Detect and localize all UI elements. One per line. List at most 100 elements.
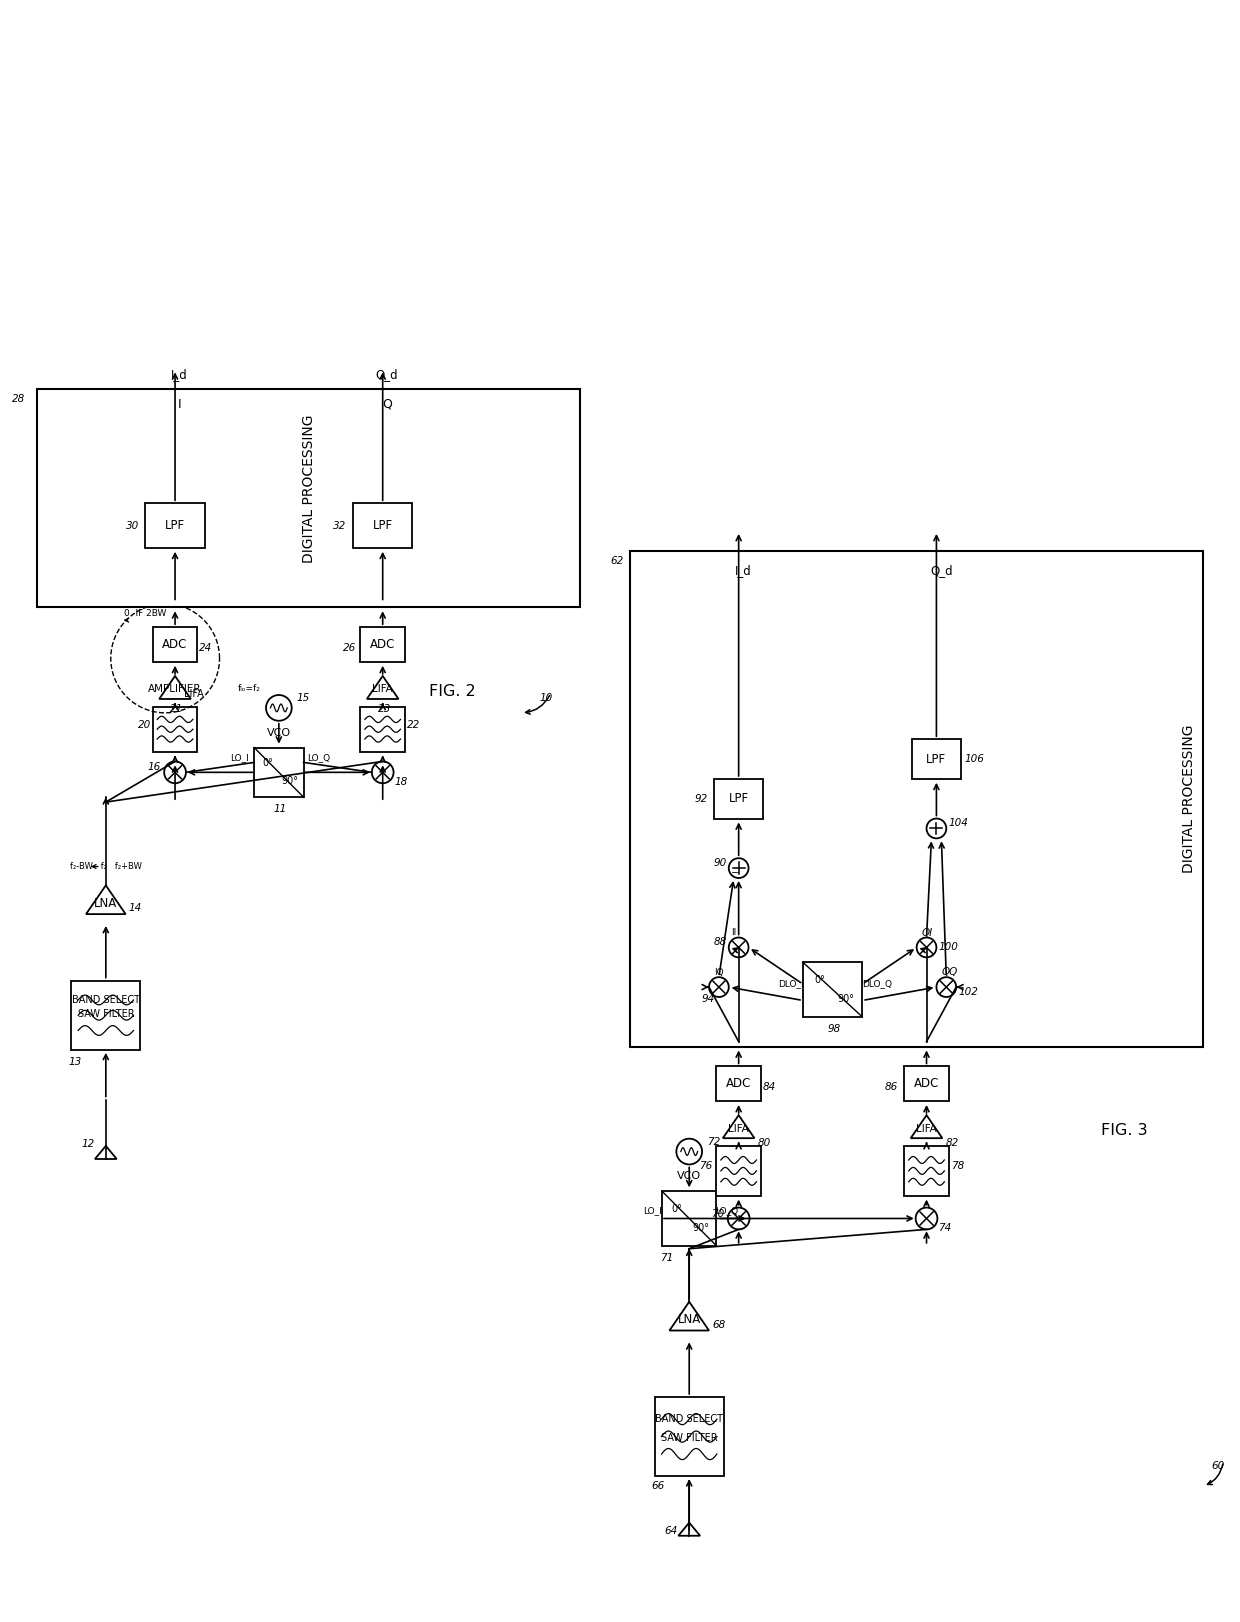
Text: LPF: LPF [729, 792, 749, 805]
Text: 28: 28 [12, 394, 25, 404]
Text: FIG. 3: FIG. 3 [1101, 1124, 1147, 1139]
Text: BAND SELECT: BAND SELECT [655, 1414, 723, 1424]
Text: QI: QI [921, 928, 932, 938]
Text: 14: 14 [129, 903, 141, 913]
Text: 74: 74 [939, 1223, 951, 1233]
Text: 62: 62 [610, 556, 624, 566]
Text: Q⁤: Q⁤ [383, 397, 393, 410]
Text: 90°: 90° [281, 777, 299, 787]
Text: 104: 104 [949, 819, 968, 829]
Polygon shape [367, 676, 398, 699]
Text: 80: 80 [758, 1139, 771, 1148]
Text: DIGITAL PROCESSING: DIGITAL PROCESSING [301, 414, 315, 563]
Text: 90: 90 [714, 858, 727, 868]
Text: LNA: LNA [677, 1314, 701, 1327]
Text: 15: 15 [296, 693, 310, 702]
Text: 76: 76 [698, 1161, 712, 1171]
Text: 12: 12 [81, 1139, 94, 1148]
Circle shape [926, 819, 946, 839]
Text: AMPLIFIER: AMPLIFIER [149, 684, 202, 694]
Text: 71: 71 [660, 1252, 673, 1262]
Circle shape [267, 694, 291, 720]
Text: 60: 60 [1211, 1461, 1225, 1471]
Circle shape [729, 938, 749, 957]
Text: ADC: ADC [162, 637, 187, 650]
Polygon shape [670, 1302, 709, 1330]
Polygon shape [95, 1145, 117, 1160]
Text: I_d: I_d [171, 368, 187, 381]
Circle shape [936, 976, 956, 998]
FancyBboxPatch shape [37, 389, 580, 607]
Text: 0°: 0° [815, 975, 825, 985]
Text: fₗₒ=f₂: fₗₒ=f₂ [238, 683, 260, 693]
Text: 0  IF 2BW: 0 IF 2BW [124, 610, 166, 618]
Text: f₂-BW   f₂   f₂+BW: f₂-BW f₂ f₂+BW [69, 861, 141, 871]
Text: Q_d: Q_d [376, 368, 398, 381]
FancyBboxPatch shape [717, 1147, 761, 1195]
Text: LO_I: LO_I [229, 753, 249, 762]
Text: 11: 11 [274, 805, 288, 814]
Text: LPF: LPF [373, 519, 393, 532]
FancyBboxPatch shape [361, 628, 405, 662]
Text: LIFA: LIFA [728, 1124, 749, 1134]
Text: DIGITAL PROCESSING: DIGITAL PROCESSING [1182, 725, 1195, 873]
Text: 23: 23 [378, 704, 391, 714]
Text: 24: 24 [200, 642, 212, 654]
Text: 18: 18 [394, 777, 408, 787]
Text: 70: 70 [711, 1208, 724, 1218]
FancyBboxPatch shape [153, 707, 197, 751]
Text: 90°: 90° [837, 994, 854, 1004]
Text: LPF: LPF [165, 519, 185, 532]
Text: 106: 106 [965, 754, 985, 764]
FancyBboxPatch shape [911, 740, 961, 779]
Text: 94: 94 [701, 994, 714, 1004]
FancyBboxPatch shape [717, 1066, 761, 1101]
Text: ADC: ADC [725, 1077, 751, 1090]
Circle shape [372, 761, 393, 783]
Text: 100: 100 [939, 942, 959, 952]
Text: I_d: I_d [735, 564, 751, 577]
FancyBboxPatch shape [630, 551, 1203, 1046]
Text: VCO: VCO [677, 1171, 702, 1181]
Circle shape [164, 761, 186, 783]
Text: QQ: QQ [941, 967, 957, 976]
Text: SAW FILTER: SAW FILTER [661, 1434, 718, 1444]
FancyBboxPatch shape [353, 503, 413, 548]
Text: LIFA: LIFA [372, 684, 393, 694]
Text: LNA: LNA [94, 897, 118, 910]
Text: II: II [732, 928, 737, 938]
Text: ADC: ADC [914, 1077, 939, 1090]
Text: 72: 72 [707, 1137, 720, 1147]
FancyBboxPatch shape [254, 748, 304, 796]
Text: 13: 13 [68, 1058, 82, 1067]
Polygon shape [723, 1116, 754, 1139]
Text: 90°: 90° [693, 1223, 709, 1233]
Text: 88: 88 [714, 938, 727, 947]
Text: DLO_I: DLO_I [779, 980, 804, 988]
Text: 22: 22 [407, 720, 420, 730]
Text: ADC: ADC [370, 637, 396, 650]
Circle shape [709, 976, 729, 998]
Text: IQ: IQ [714, 968, 724, 976]
Text: VCO: VCO [267, 728, 291, 738]
Text: 26: 26 [342, 642, 356, 654]
Text: 84: 84 [763, 1082, 776, 1092]
FancyBboxPatch shape [153, 628, 197, 662]
FancyBboxPatch shape [361, 707, 405, 751]
Text: 0°: 0° [672, 1204, 683, 1213]
Text: LO_I: LO_I [642, 1207, 661, 1215]
FancyBboxPatch shape [145, 503, 205, 548]
Text: 32: 32 [334, 521, 346, 530]
FancyBboxPatch shape [662, 1191, 717, 1246]
FancyBboxPatch shape [714, 779, 764, 819]
FancyBboxPatch shape [904, 1066, 949, 1101]
Text: I⁤: I⁤ [179, 397, 182, 410]
Text: 64: 64 [665, 1526, 678, 1536]
Text: 16: 16 [148, 762, 161, 772]
FancyBboxPatch shape [655, 1397, 724, 1476]
Text: 30: 30 [125, 521, 139, 530]
Text: LO_Q: LO_Q [714, 1207, 738, 1215]
Text: LPF: LPF [926, 753, 946, 766]
Text: DLO_Q: DLO_Q [862, 980, 892, 988]
Text: BAND SELECT: BAND SELECT [72, 994, 140, 1006]
